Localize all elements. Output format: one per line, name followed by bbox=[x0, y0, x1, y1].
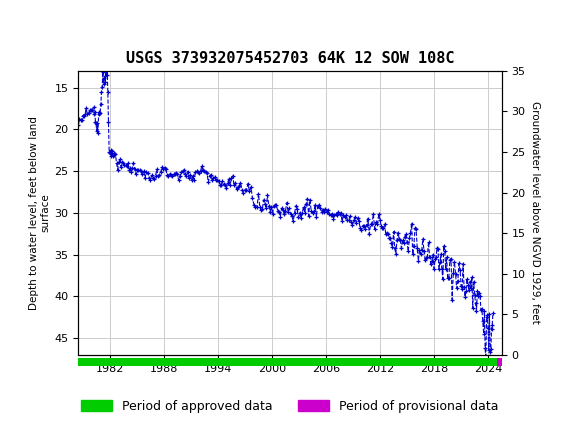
Bar bbox=[496, 358, 502, 366]
Text: ≡USGS: ≡USGS bbox=[9, 9, 74, 27]
Legend: Period of approved data, Period of provisional data: Period of approved data, Period of provi… bbox=[78, 396, 502, 417]
Y-axis label: Depth to water level, feet below land
surface: Depth to water level, feet below land su… bbox=[28, 116, 50, 310]
Y-axis label: Groundwater level above NGVD 1929, feet: Groundwater level above NGVD 1929, feet bbox=[530, 101, 540, 324]
Title: USGS 373932075452703 64K 12 SOW 108C: USGS 373932075452703 64K 12 SOW 108C bbox=[126, 51, 454, 66]
